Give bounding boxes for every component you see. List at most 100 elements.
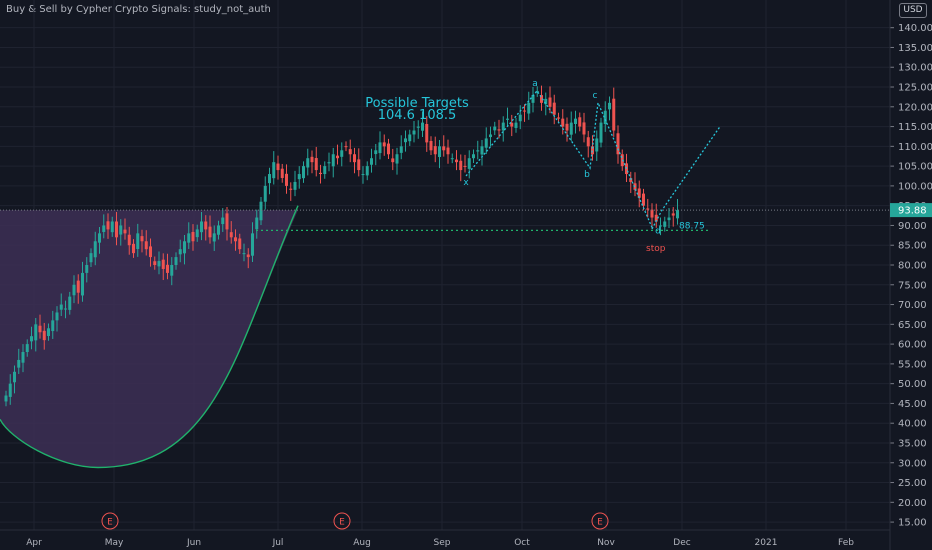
candle-body [446, 147, 450, 155]
candle-body [166, 264, 169, 273]
y-tick-label: 105.00 [898, 162, 932, 173]
candle-body [523, 110, 526, 112]
candle-body [676, 210, 679, 219]
y-tick-label: 55.00 [898, 359, 927, 370]
candle-body [293, 181, 297, 190]
candle-body [55, 312, 59, 321]
currency-badge[interactable]: USD [899, 3, 927, 18]
x-tick-label: Dec [673, 538, 690, 548]
y-tick-label: 125.00 [898, 83, 932, 94]
candle-body [297, 174, 301, 180]
candle-body [565, 123, 569, 131]
candle-body [378, 142, 382, 154]
candle-body [221, 217, 225, 225]
candle-body [132, 243, 135, 254]
candle-body [540, 95, 543, 103]
candle-body [535, 90, 539, 93]
candle-body [650, 209, 654, 218]
cup-curve [0, 205, 299, 469]
candle-body [302, 166, 305, 179]
candle-body [450, 158, 454, 160]
candle-body [280, 168, 284, 178]
candle-body [472, 154, 475, 159]
candle-body [663, 221, 667, 227]
candle-body [429, 141, 433, 151]
candle-body [344, 146, 348, 148]
candle-body [195, 229, 199, 238]
candle-body [115, 221, 118, 238]
candle-body [408, 134, 412, 142]
candle-body [191, 231, 195, 242]
candle-body [259, 201, 263, 221]
x-tick-label: Nov [597, 538, 615, 548]
candle-body [319, 172, 322, 175]
candle-body [225, 213, 229, 230]
earnings-marker [101, 512, 119, 530]
candle-body [557, 117, 560, 119]
candle-body [548, 97, 552, 107]
candle-body [654, 214, 658, 222]
candle-body [200, 221, 203, 233]
candle-body [217, 225, 220, 235]
candle-body [229, 232, 233, 238]
candle-body [459, 160, 463, 171]
targets-values: 104.6 108.5 [378, 108, 457, 123]
candle-body [234, 237, 237, 242]
candle-body [348, 149, 352, 155]
candle-body [161, 259, 165, 269]
candle-body [47, 328, 50, 336]
candle-body [370, 158, 373, 165]
cup-pattern [0, 205, 299, 469]
candle-body [552, 102, 556, 115]
candle-body [569, 122, 573, 135]
candle-body [480, 146, 484, 155]
candle-body [357, 159, 361, 171]
y-tick-label: 35.00 [898, 438, 927, 449]
candle-body [17, 359, 21, 368]
pattern-point-label: d [655, 226, 661, 236]
candle-body [72, 284, 76, 296]
candle-body [64, 308, 67, 310]
candle-body [442, 146, 446, 151]
y-tick-label: 60.00 [898, 340, 927, 351]
candle-body [416, 126, 420, 128]
candle-body [4, 395, 8, 402]
pattern-point-label: a [532, 79, 538, 89]
candle-body [497, 129, 501, 131]
y-tick-label: 120.00 [898, 102, 932, 113]
candle-body [433, 146, 437, 155]
candle-body [153, 261, 157, 265]
candle-body [527, 102, 531, 114]
stop-value-label: 88.75 [679, 221, 705, 231]
candle-body [404, 138, 407, 143]
candle-body [276, 163, 280, 171]
y-tick-label: 20.00 [898, 498, 927, 509]
last-price-badge [890, 203, 932, 218]
earnings-marker [333, 512, 351, 530]
pattern-point-label: c [593, 91, 598, 101]
candle-body [30, 336, 33, 342]
candle-body [204, 221, 208, 230]
candle-body [374, 150, 378, 155]
candle-body [21, 352, 25, 363]
candle-body [170, 265, 174, 276]
y-tick-label: 135.00 [898, 43, 932, 54]
y-tick-label: 100.00 [898, 181, 932, 192]
earnings-label: E [107, 518, 113, 528]
candle-body [149, 246, 152, 258]
time-axis[interactable]: Apr May Jun Jul Aug Sep Oct Nov Dec 2021 Feb E E E [0, 512, 890, 548]
candle-body [382, 142, 386, 147]
candle-body [489, 134, 492, 138]
candle-body [127, 234, 131, 246]
y-tick-label: 70.00 [898, 300, 927, 311]
x-tick-label: May [105, 538, 124, 548]
price-axis[interactable]: 15.00 20.00 25.00 30.00 35.00 40.00 45.00 50.00… [889, 0, 932, 550]
x-tick-label: Aug [353, 538, 371, 548]
candle-body [331, 154, 335, 167]
candle-body [353, 154, 356, 163]
candle-body [212, 233, 216, 242]
candle-body [476, 150, 480, 152]
candle-body [25, 344, 29, 353]
